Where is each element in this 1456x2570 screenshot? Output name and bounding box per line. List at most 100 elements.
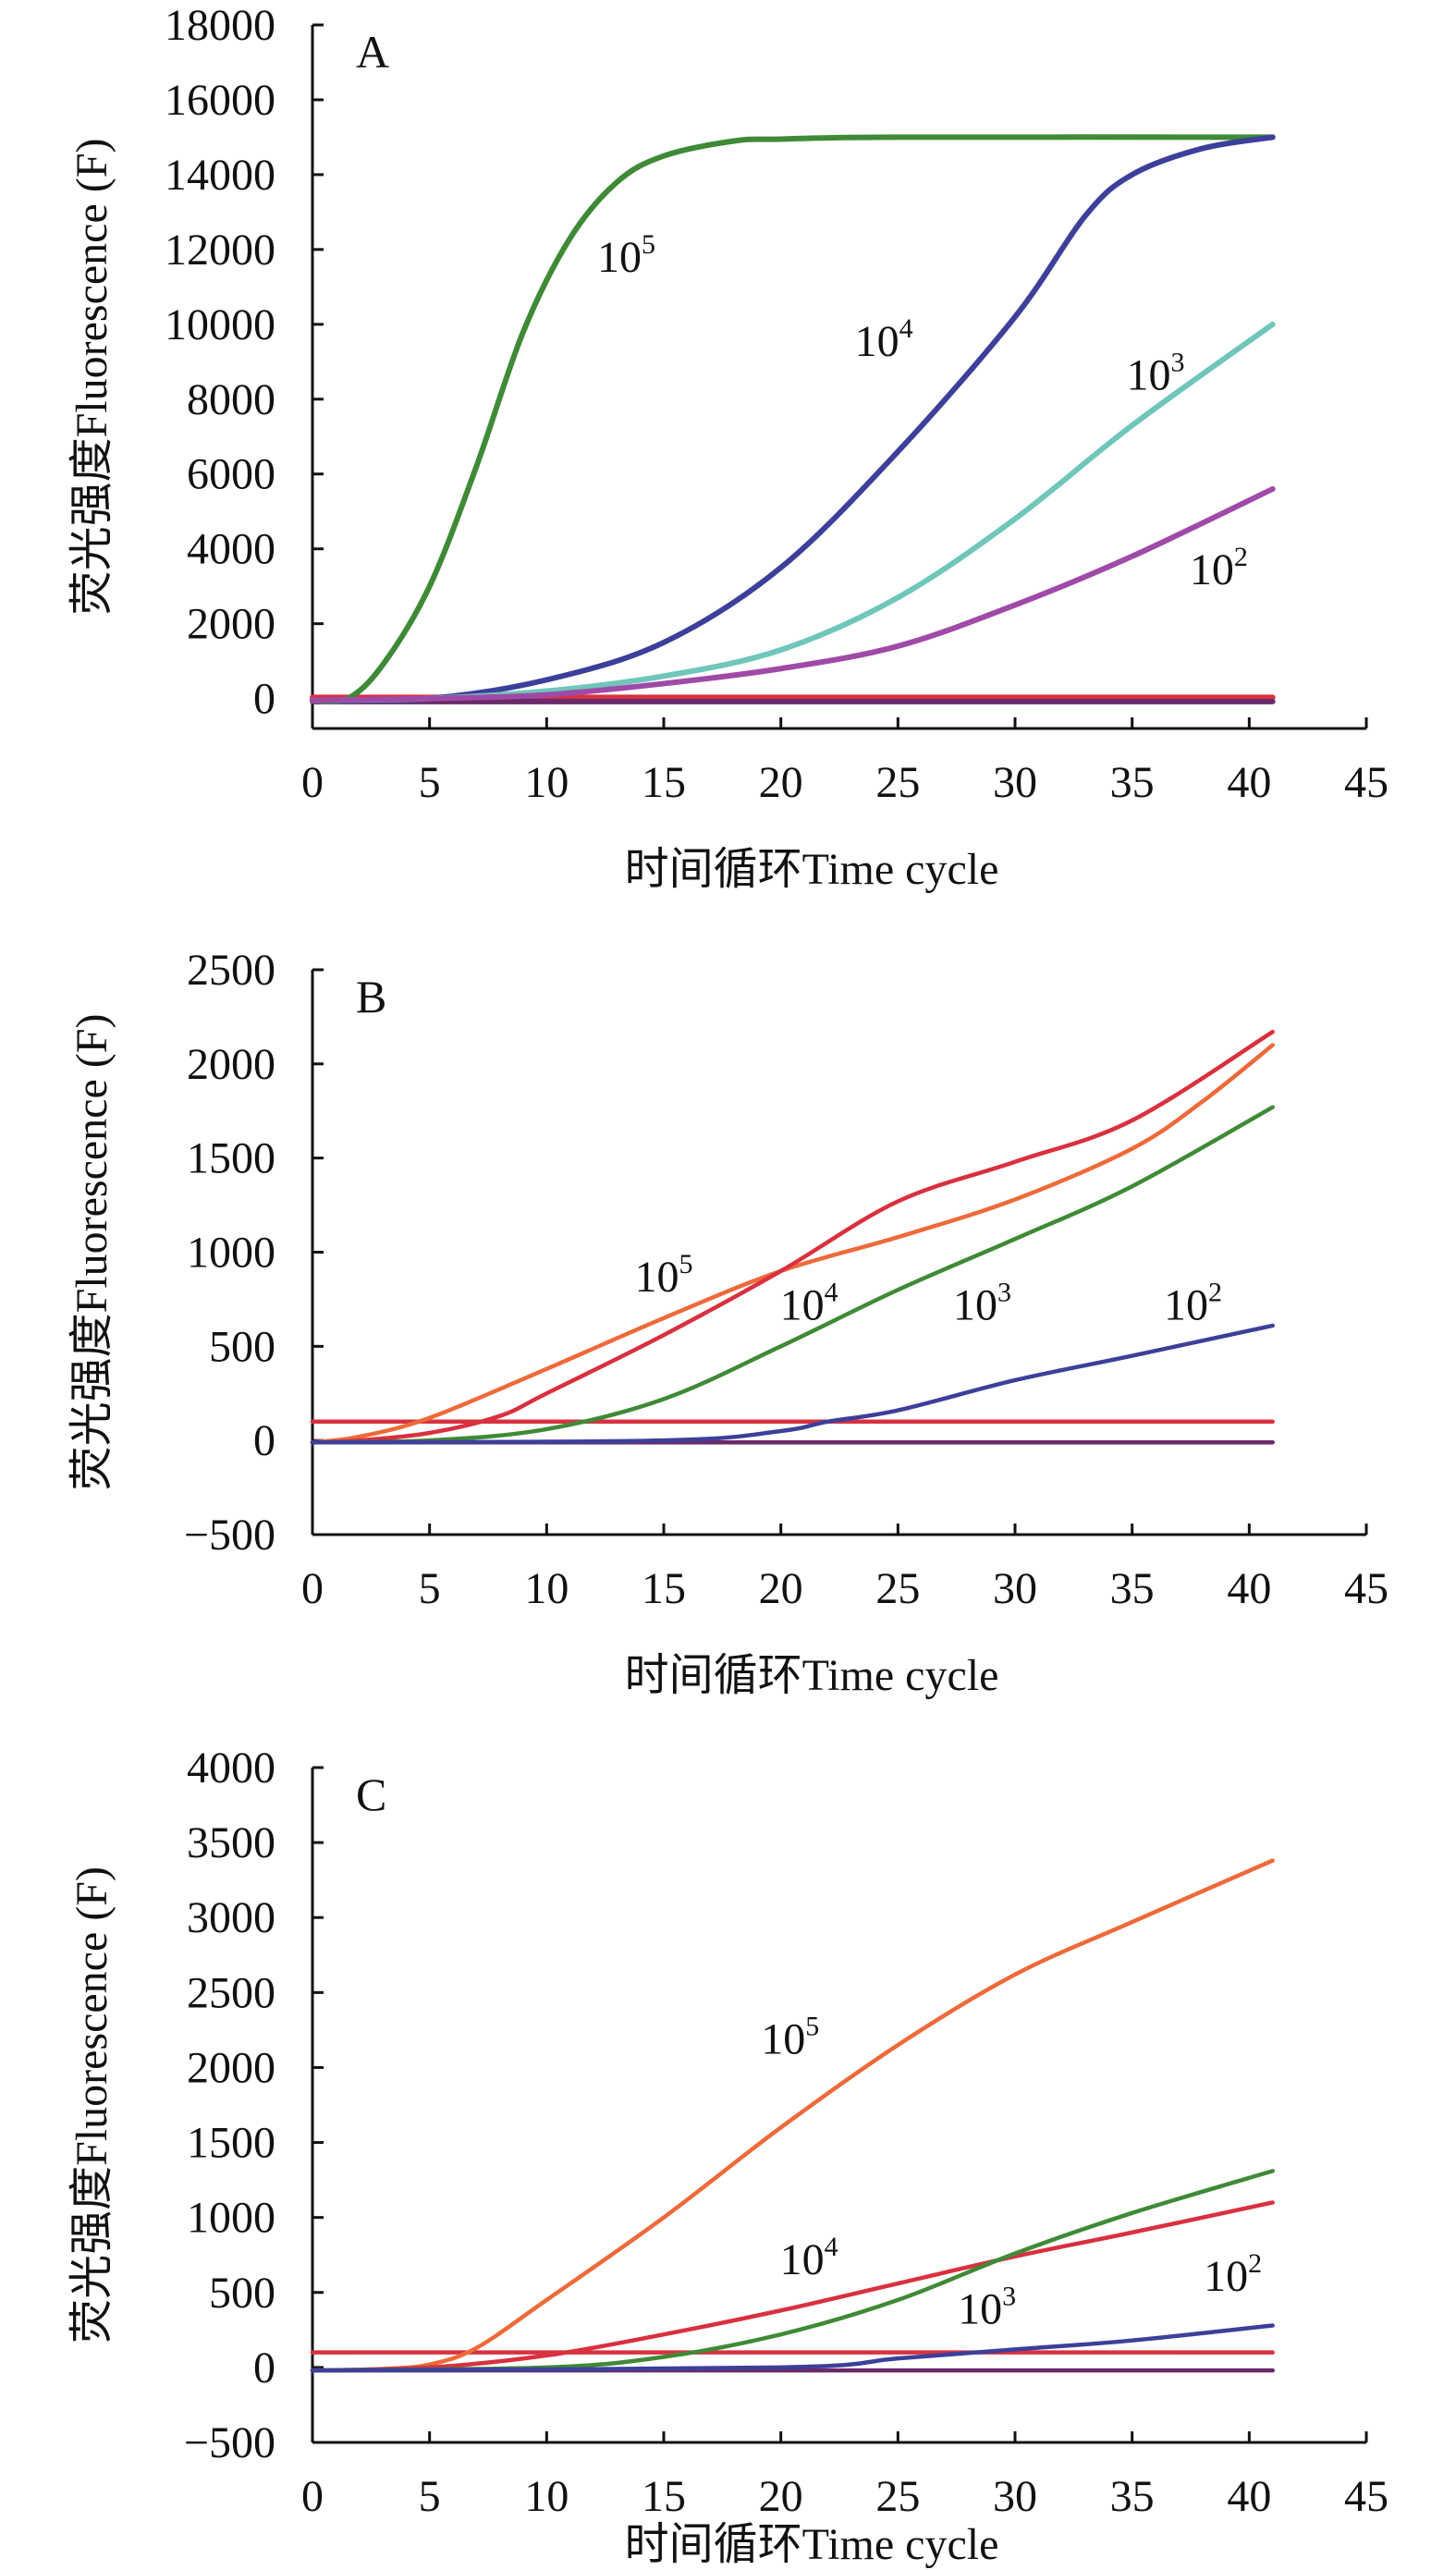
y-tick-label: 2000 (187, 1040, 275, 1089)
x-tick-label: 30 (993, 2472, 1037, 2521)
annotation-exponent: 3 (1171, 347, 1185, 377)
y-tick-label: 4000 (187, 525, 275, 574)
x-tick-label: 10 (524, 758, 569, 807)
y-tick-label: 2500 (187, 946, 275, 995)
y-tick-label: 3500 (187, 1818, 275, 1867)
y-tick-label: 2000 (187, 2043, 275, 2092)
series-annotation: 103 (1127, 347, 1185, 399)
y-tick-label: 3000 (187, 1893, 275, 1942)
panel-label: A (356, 26, 389, 78)
y-tick-label: 10000 (165, 300, 275, 349)
x-tick-label: 30 (993, 758, 1037, 807)
x-tick-label: 15 (642, 2472, 686, 2521)
x-tick-label: 30 (993, 1564, 1037, 1613)
y-tick-label: 1500 (187, 2119, 275, 2168)
y-tick-label: 500 (209, 1322, 275, 1371)
x-tick-label: 20 (759, 1564, 803, 1613)
x-tick-label: 25 (875, 1564, 920, 1613)
annotation-base: 10 (1164, 1281, 1208, 1330)
annotation-exponent: 3 (997, 1278, 1011, 1308)
y-axis-label: 荧光强度Fluorescence (F) (67, 139, 116, 616)
x-axis-label: 时间循环Time cycle (625, 845, 999, 894)
y-tick-label: 1000 (187, 1229, 275, 1278)
y-tick-label: 8000 (187, 375, 275, 424)
x-tick-label: 20 (759, 2472, 803, 2521)
panel-label: B (356, 971, 386, 1022)
series-annotation: 105 (761, 2012, 819, 2064)
y-tick-label: 18000 (165, 1, 275, 50)
annotation-base: 10 (1190, 545, 1234, 594)
annotation-base: 10 (780, 1281, 825, 1330)
annotation-base: 10 (958, 2285, 1002, 2334)
x-tick-label: 25 (875, 2472, 920, 2521)
x-tick-label: 45 (1344, 758, 1389, 807)
x-tick-label: 10 (524, 1564, 569, 1613)
x-tick-label: 15 (642, 1564, 686, 1613)
x-tick-label: 45 (1344, 2472, 1389, 2521)
annotation-base: 10 (597, 233, 642, 282)
series-annotation: 104 (780, 2232, 838, 2284)
x-tick-label: 25 (875, 758, 920, 807)
annotation-exponent: 4 (825, 2232, 838, 2262)
y-tick-label: 14000 (165, 151, 275, 200)
annotation-base: 10 (855, 317, 899, 366)
annotation-exponent: 4 (825, 1278, 838, 1308)
x-axis-label: 时间循环Time cycle (625, 1651, 999, 1700)
series-annotation: 102 (1190, 542, 1248, 594)
x-tick-label: 0 (301, 758, 324, 807)
y-tick-label: −500 (184, 1511, 275, 1560)
annotation-base: 10 (780, 2235, 825, 2284)
series-line-10e5 (310, 1043, 1275, 1445)
x-tick-label: 40 (1227, 2472, 1271, 2521)
annotation-exponent: 2 (1208, 1278, 1222, 1308)
x-tick-label: 0 (301, 1564, 324, 1613)
x-tick-label: 45 (1344, 1564, 1389, 1613)
series-line-10e4 (310, 134, 1276, 704)
chart-panel-A: 0 2000 4000 6000 8000 10000 12000 14000 16000 180… (67, 1, 1389, 894)
x-tick-label: 15 (642, 758, 686, 807)
x-tick-label: 35 (1110, 2472, 1155, 2521)
x-axis-label: 时间循环Time cycle (625, 2520, 999, 2569)
y-tick-label: 0 (253, 675, 275, 724)
y-axis-label: 荧光强度Fluorescence (F) (67, 1014, 116, 1491)
series-annotation: 105 (635, 1249, 693, 1302)
x-tick-label: 5 (419, 758, 441, 807)
y-tick-label: 0 (253, 2344, 275, 2393)
series-annotation: 103 (958, 2282, 1016, 2334)
y-tick-label: 6000 (187, 450, 275, 499)
series-annotation: 102 (1164, 1278, 1222, 1330)
annotation-base: 10 (953, 1281, 997, 1330)
series-annotation: 105 (597, 229, 655, 282)
y-tick-label: 2000 (187, 600, 275, 649)
annotation-exponent: 5 (642, 229, 655, 260)
series-line-10e5 (310, 1858, 1275, 2373)
series-annotation: 102 (1204, 2248, 1262, 2301)
annotation-exponent: 2 (1234, 542, 1248, 572)
y-tick-label: 0 (253, 1416, 275, 1465)
x-tick-label: 5 (419, 2472, 441, 2521)
series-annotation: 103 (953, 1278, 1011, 1330)
x-tick-label: 0 (301, 2472, 324, 2521)
x-tick-label: 10 (524, 2472, 569, 2521)
series-line-10e4 (310, 1029, 1275, 1445)
series-line-10e2 (310, 485, 1276, 704)
annotation-exponent: 3 (1002, 2282, 1016, 2312)
y-tick-label: 16000 (165, 76, 275, 125)
annotation-base: 10 (1127, 350, 1171, 399)
annotation-base: 10 (761, 2015, 805, 2064)
x-tick-label: 35 (1110, 1564, 1155, 1613)
series-line-10e2 (310, 1323, 1275, 1445)
annotation-exponent: 4 (899, 313, 913, 344)
y-tick-label: 1000 (187, 2194, 275, 2243)
annotation-exponent: 2 (1248, 2248, 1262, 2279)
series-line-10e5 (310, 134, 1276, 704)
y-tick-label: 2500 (187, 1968, 275, 2017)
series-line-10e3 (310, 1105, 1275, 1445)
series-annotation: 104 (855, 313, 913, 366)
series-annotation: 104 (780, 1278, 838, 1330)
y-tick-label: 4000 (187, 1744, 275, 1793)
y-axis-label: 荧光强度Fluorescence (F) (67, 1866, 116, 2344)
